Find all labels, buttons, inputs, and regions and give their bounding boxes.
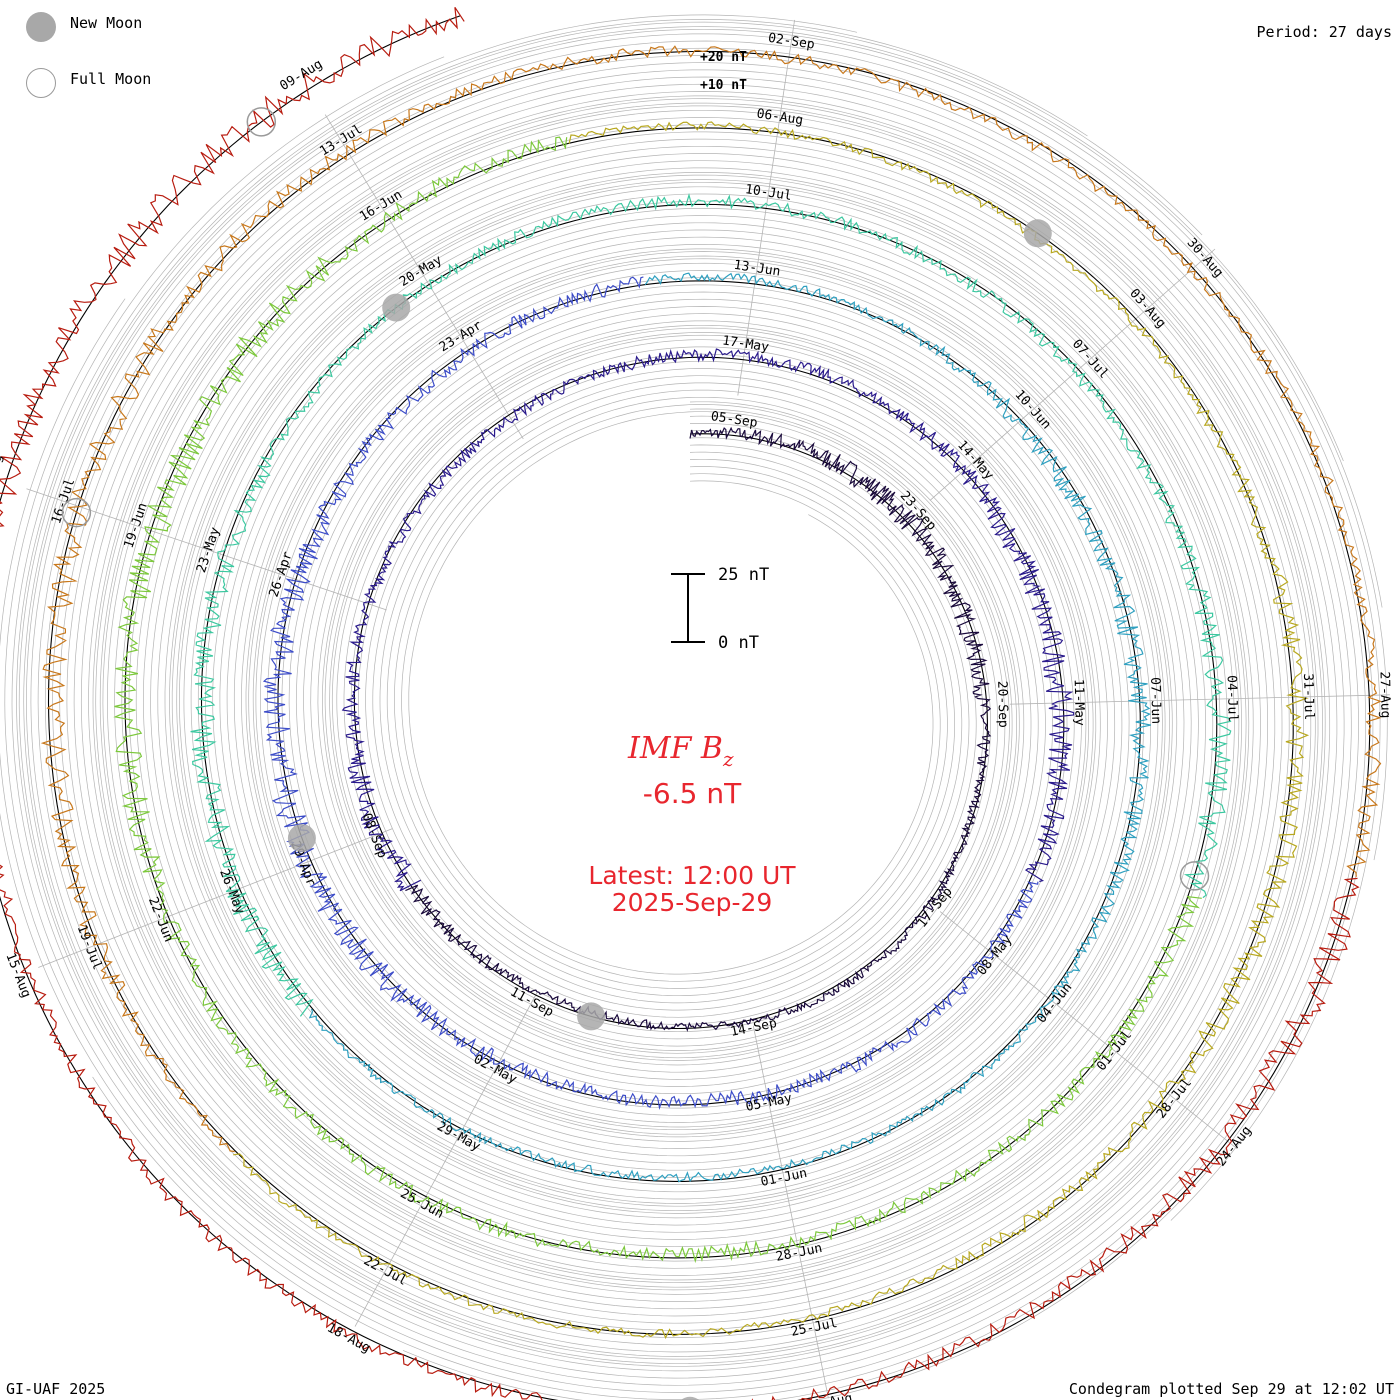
spiral-grid-line [4, 56, 1338, 1379]
radial-divider [354, 992, 538, 1327]
svg-text:IMF Bz: IMF Bz [627, 731, 734, 771]
bz-trace-segment [40, 45, 1382, 1153]
scale-top-label: 25 nT [718, 565, 769, 585]
new-moon-marker [1023, 219, 1052, 248]
date-tick-label: 22-Jul [361, 1253, 409, 1289]
bz-trace-segment [113, 136, 1202, 1264]
new-moon-marker [681, 1396, 699, 1400]
date-tick-label: 02-May [471, 1052, 520, 1088]
bz-trace-segment [190, 193, 1232, 1017]
date-tick-label: 21-Aug [805, 1391, 854, 1400]
date-tick-label: 22-Jun [145, 895, 176, 944]
date-tick-label: 03-Aug [1126, 286, 1168, 331]
plotted-timestamp: Condegram plotted Sep 29 at 12:02 UT [1068, 1380, 1394, 1398]
date-tick-label: 02-Sep [767, 31, 816, 53]
latest-date: 2025-Sep-29 [612, 888, 773, 917]
date-tick-label: 05-Sep [710, 409, 759, 431]
quantity-title: IMF B [627, 731, 723, 766]
latest-time: Latest: 12:00 UT [588, 861, 796, 890]
date-tick-label: 10-Jul [744, 182, 793, 204]
date-tick-label: 10-Jun [1011, 387, 1053, 432]
date-tick-label: 29-May [434, 1119, 483, 1155]
date-tick-label: 23-May [194, 525, 223, 574]
quantity-subscript: z [722, 747, 734, 771]
date-tick-label: 04-Jul [1224, 675, 1240, 722]
full-moon-icon [26, 68, 56, 98]
new-moon-marker [382, 293, 411, 322]
date-tick-label: 17-Sep [915, 885, 956, 931]
bz-trace-segment [262, 276, 1039, 1110]
scale-label-20nT: +20 nT [700, 50, 747, 65]
date-tick-label: 30-Aug [1184, 236, 1226, 281]
spiral-grid-line [23, 26, 1344, 1360]
bz-trace-segment [233, 121, 1310, 1340]
radial-divider [939, 911, 1238, 1150]
full-moon-label: Full Moon [70, 70, 152, 88]
scale-label-10nT: +10 nT [700, 78, 747, 93]
date-tick-label: 08-Sep [359, 811, 390, 860]
date-tick-label: 14-Sep [729, 1016, 778, 1040]
date-tick-label: 18-Aug [324, 1321, 372, 1357]
full-moon-marker [61, 497, 92, 528]
date-tick-label: 08-May [975, 932, 1016, 978]
current-value: -6.5 nT [643, 777, 742, 810]
date-tick-label: 07-Jun [1147, 677, 1163, 724]
date-tick-label: 11-May [1071, 679, 1087, 726]
date-tick-label: 19-Jun [122, 501, 151, 550]
spiral-grid-line [30, 33, 1388, 1353]
date-tick-label: 09-Aug [277, 57, 325, 94]
spiral-grid-line [18, 21, 1323, 1365]
date-tick-label: 20-Sep [994, 681, 1010, 728]
full-moon-marker [1179, 861, 1210, 891]
date-tick-label: 27-Aug [1377, 671, 1393, 718]
radial-divider [929, 248, 1216, 501]
radial-divider [752, 1025, 829, 1399]
scale-bar: 25 nT 0 nT [671, 565, 769, 653]
full-moon-marker [246, 107, 277, 137]
date-tick-label: 11-Sep [507, 985, 556, 1021]
spiral-grid-line [26, 28, 1383, 1357]
bz-trace-segment [405, 426, 992, 1033]
date-tick-label: 15-Aug [2, 951, 33, 1000]
radial-divider [737, 19, 795, 396]
grid-layer [0, 14, 1390, 1400]
scale-bottom-label: 0 nT [718, 633, 759, 653]
radial-divider [324, 114, 524, 440]
center-title: IMF Bz -6.5 nT Latest: 12:00 UT 2025-Sep… [588, 731, 796, 917]
date-tick-label: 25-Jun [398, 1186, 446, 1222]
date-tick-label: 14-May [954, 438, 996, 483]
spiral-grid-line [0, 76, 1345, 1386]
credit-label: GI-UAF 2025 [6, 1380, 106, 1398]
radial-divider [26, 488, 387, 611]
new-moon-marker [287, 824, 316, 853]
new-moon-icon [26, 12, 56, 42]
new-moon-marker [577, 1002, 606, 1031]
date-tick-label: 13-Jun [733, 258, 782, 280]
date-tick-label: 26-May [216, 867, 247, 916]
radial-divider [1009, 694, 1390, 705]
date-tick-label: 06-Aug [755, 107, 804, 129]
date-tick-label: 31-Jul [1300, 673, 1316, 720]
bz-trace-segment [0, 6, 1360, 1400]
date-tick-label: 26-Apr [267, 550, 296, 599]
date-tick-label: 07-Jul [1069, 337, 1111, 382]
date-tick-label: 17-May [721, 333, 770, 355]
date-tick-label: 25-Jul [790, 1316, 839, 1340]
period-label: Period: 27 days [1256, 23, 1392, 41]
spiral-grid-line [11, 14, 1331, 1372]
data-layer [0, 6, 1382, 1400]
new-moon-label: New Moon [70, 14, 143, 32]
moon-marker-layer [61, 107, 1210, 1400]
bz-trace-segment [341, 348, 1075, 892]
date-tick-label: 19-Jul [74, 923, 105, 972]
date-tick-label: 24-Aug [1214, 1123, 1255, 1169]
spiral-grid-line [0, 69, 1352, 1393]
bz-trace-segment [308, 272, 1152, 1183]
spiral-grid-line [16, 19, 1326, 1367]
